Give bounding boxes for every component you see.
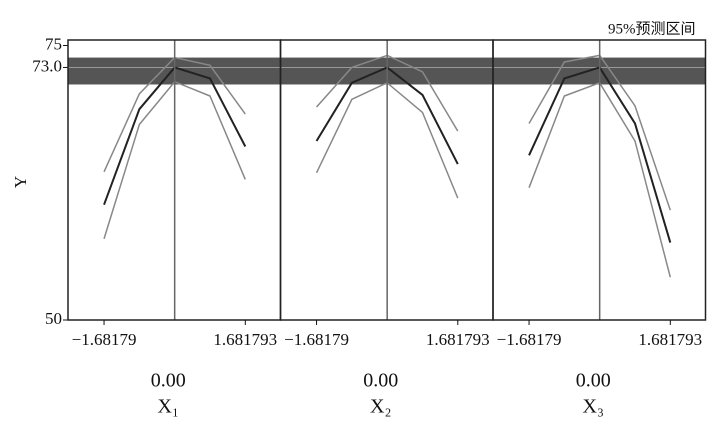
- y-tick-label: 73.0: [32, 56, 62, 75]
- y-tick-label: 50: [45, 309, 62, 328]
- x-axis-label: X₁: [158, 396, 179, 418]
- x-tick-label: −1.68179: [72, 330, 137, 349]
- x-axis-label: X₃: [583, 396, 604, 418]
- y-tick-label: 75: [45, 34, 62, 53]
- x-tick-label: −1.68179: [284, 330, 349, 349]
- current-value: 0.00: [363, 370, 398, 392]
- x-tick-label: 1.681793: [638, 330, 702, 349]
- y-axis-label: Y: [11, 176, 30, 188]
- x-axis-label: X₂: [370, 396, 391, 418]
- band-label: 95%预测区间: [608, 20, 696, 37]
- current-value: 0.00: [151, 370, 186, 392]
- x-tick-label: 1.681793: [213, 330, 277, 349]
- x-tick-label: 1.681793: [426, 330, 490, 349]
- x-tick-label: −1.68179: [497, 330, 562, 349]
- panel-frame: [492, 39, 707, 321]
- current-value: 0.00: [576, 370, 611, 392]
